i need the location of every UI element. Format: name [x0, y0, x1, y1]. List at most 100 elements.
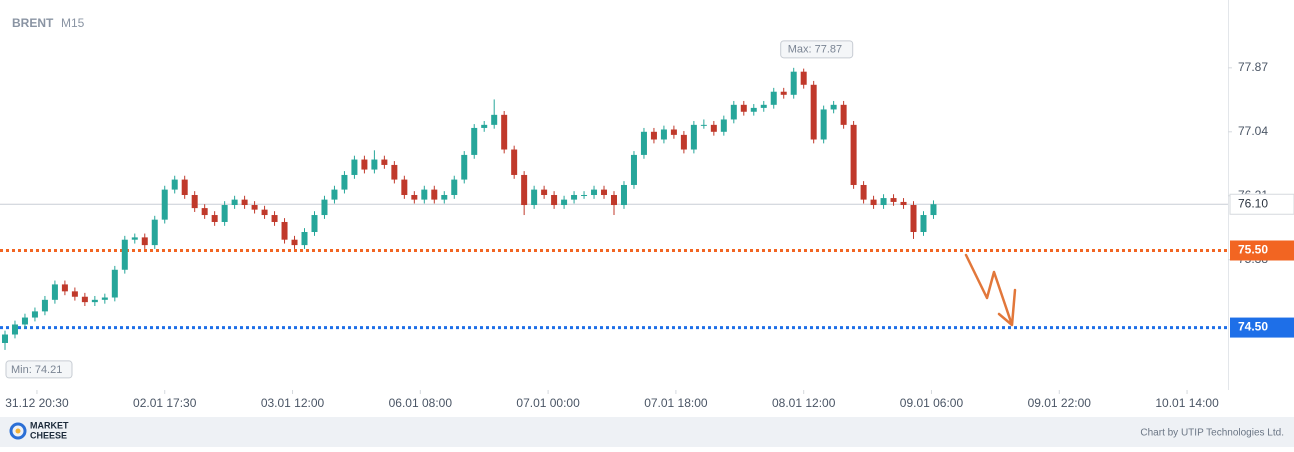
candle-body [620, 184, 627, 206]
candle-body [451, 179, 458, 195]
candle-body [640, 131, 647, 155]
level-label: 75.50 [1238, 243, 1268, 257]
candle-body [521, 174, 528, 206]
candle-body [151, 219, 158, 246]
level-label: 74.50 [1238, 320, 1268, 334]
candle-body [321, 199, 328, 216]
candle-body [760, 104, 767, 108]
candle-body [271, 215, 278, 222]
candle-body [111, 269, 118, 298]
candle-body [81, 296, 88, 303]
candle-body [311, 215, 318, 232]
y-tick-label: 77.87 [1238, 60, 1268, 74]
candle-body [730, 104, 737, 120]
candle-body [800, 71, 807, 85]
candle-body [491, 114, 498, 125]
candle-body [750, 107, 757, 112]
candle-body [421, 189, 428, 200]
candle-body [680, 134, 687, 150]
candle-body [231, 199, 238, 206]
candle-body [131, 237, 138, 240]
candle-body [630, 154, 637, 185]
credit: Chart by UTIP Technologies Ltd. [1140, 428, 1284, 439]
forecast-arrow [964, 253, 1017, 327]
candle-body [351, 159, 358, 175]
candle-body [411, 195, 418, 200]
x-tick-label: 09.01 22:00 [1028, 396, 1092, 410]
candle-body [121, 239, 128, 270]
min-label-box [5, 360, 73, 379]
candle-body [860, 184, 867, 200]
candle-body [331, 189, 338, 200]
candle-body [141, 237, 148, 246]
candle-body [71, 291, 78, 297]
candle-body [810, 84, 817, 140]
candle-body [910, 205, 917, 232]
candle-body [531, 189, 538, 206]
candle-body [61, 284, 68, 292]
candle-body [840, 104, 847, 125]
brand-logo: MARKET CHEESE [9, 420, 69, 440]
candle-body [660, 129, 667, 140]
candle-body [1, 334, 8, 343]
candle-body [211, 215, 218, 222]
candle-body [920, 215, 927, 232]
candle-body [361, 159, 368, 170]
x-tick-label: 08.01 12:00 [772, 396, 836, 410]
background [0, 0, 1294, 417]
candle-body [171, 179, 178, 190]
candle-body [541, 189, 548, 195]
candle-body [101, 297, 108, 300]
candle-body [91, 299, 98, 303]
chart-subtitle: M15 [61, 16, 85, 30]
max-label-box [780, 40, 854, 59]
candle-body [431, 189, 438, 200]
candle-body [461, 154, 468, 180]
candle-body [571, 195, 578, 200]
candle-body [670, 129, 677, 135]
candle-body [181, 179, 188, 195]
candle-body [890, 198, 897, 202]
chart-title: BRENT [12, 16, 54, 30]
candle-body [770, 91, 777, 105]
x-tick-label: 09.01 06:00 [900, 396, 964, 410]
candle-body [161, 189, 168, 220]
candle-body [581, 195, 588, 196]
candle-body [780, 91, 787, 95]
candle-body [790, 71, 797, 95]
level-label-box [1230, 317, 1294, 338]
candle-body [471, 127, 478, 155]
candle-body [710, 124, 717, 132]
logo-dot [15, 428, 21, 434]
candle-body [31, 311, 38, 318]
candle-body [371, 159, 378, 170]
candle-body [21, 317, 28, 325]
candle-body [650, 131, 657, 140]
candle-body [611, 195, 617, 206]
candle-body [900, 201, 907, 206]
candle-body [880, 198, 887, 206]
candle-body [830, 104, 837, 110]
candle-body [191, 195, 198, 209]
x-tick-label: 10.01 14:00 [1155, 396, 1219, 410]
candle-body [870, 199, 877, 206]
candle-body [281, 221, 288, 240]
candle-body [41, 299, 48, 312]
max-label: Max: 77.87 [788, 44, 842, 56]
candle-body [201, 208, 208, 216]
x-tick-label: 07.01 18:00 [644, 396, 708, 410]
footer-bar [0, 417, 1294, 447]
candle-body [561, 199, 568, 206]
x-tick-label: 03.01 12:00 [261, 396, 325, 410]
candle-body [930, 204, 937, 216]
candle-body [601, 189, 608, 195]
candle-body [501, 114, 508, 150]
candle-body [820, 109, 827, 140]
candle-body [720, 119, 727, 132]
candle-body [291, 239, 298, 246]
candle-body [441, 195, 448, 200]
candle-body [481, 124, 488, 128]
y-tick-label: 77.04 [1238, 124, 1268, 138]
